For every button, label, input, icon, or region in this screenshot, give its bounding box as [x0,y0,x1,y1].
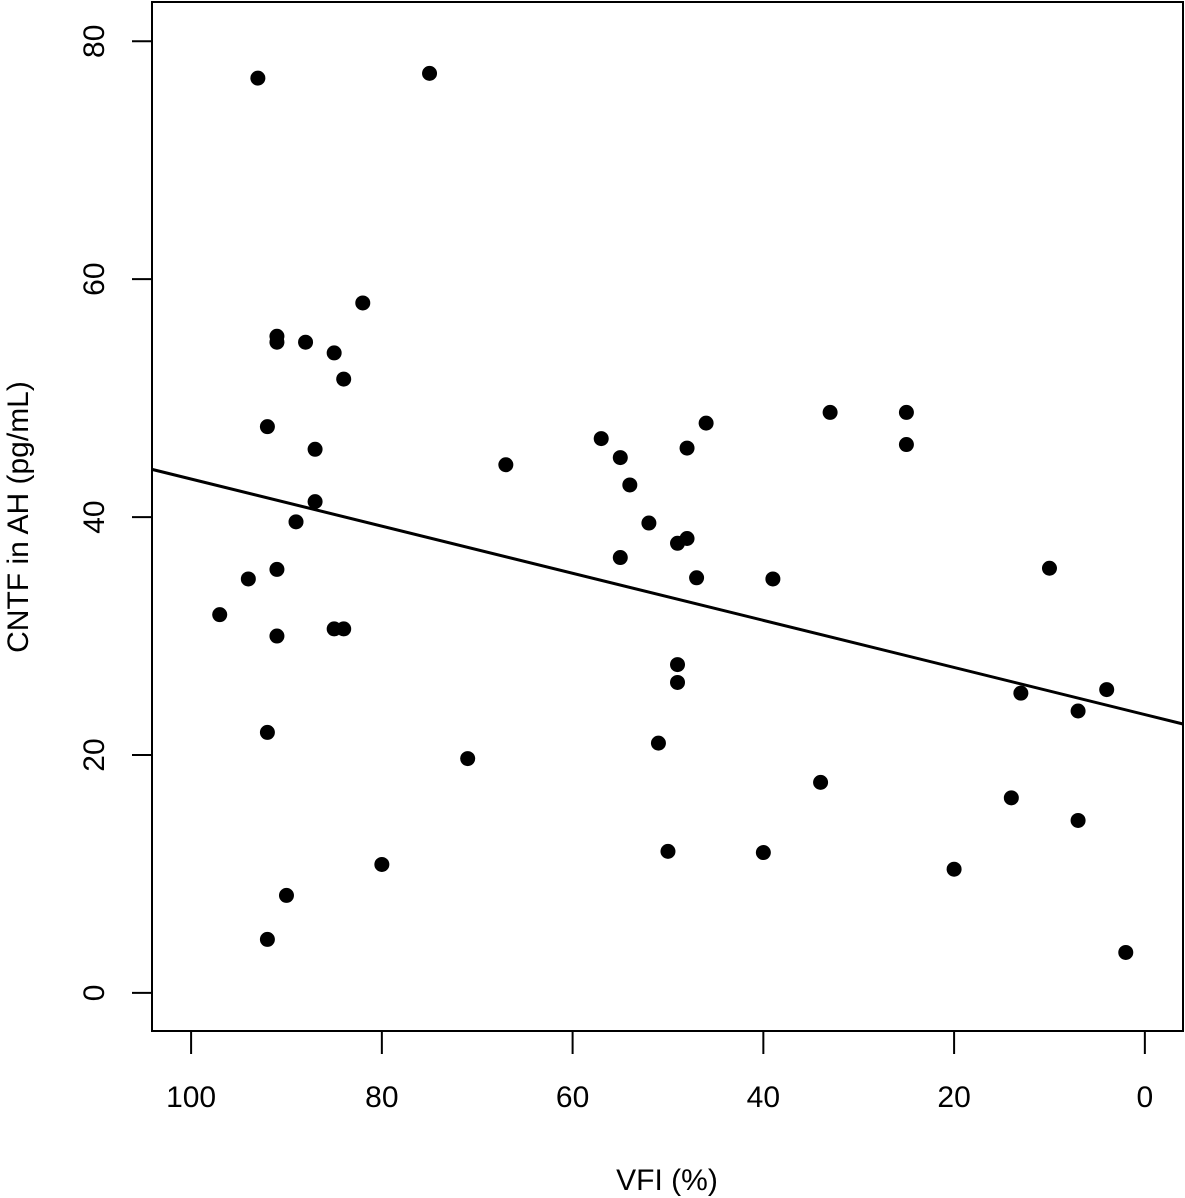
data-point [460,751,476,767]
y-tick-label: 20 [78,738,111,771]
data-point [898,404,914,420]
data-point [259,724,275,740]
data-point [269,561,285,577]
data-point [822,404,838,420]
data-point [898,437,914,453]
data-point [622,477,638,493]
data-point [422,65,438,81]
y-tick-label: 80 [78,25,111,58]
axis-ticks: 100 80 60 40 20 0 0 20 40 60 80 [78,25,1153,1114]
y-axis-title: CNTF in AH (pg/mL) [2,381,35,653]
data-point [269,334,285,350]
data-point [212,607,228,623]
data-point [698,415,714,431]
data-point [278,887,294,903]
x-tick-label: 60 [556,1081,589,1114]
data-point [813,774,829,790]
data-point [755,845,771,861]
data-point [307,441,323,457]
data-point [679,440,695,456]
data-point [765,571,781,587]
data-point [1013,685,1029,701]
data-point [660,843,676,859]
data-point [250,70,266,86]
data-point [326,345,342,361]
data-point [307,494,323,510]
data-point [1041,560,1057,576]
data-point [259,931,275,947]
data-point [288,514,304,530]
data-point [612,450,628,466]
data-point [498,457,514,473]
plot-frame [151,1,1184,1032]
x-axis-title: VFI (%) [616,1164,718,1197]
data-point [298,334,314,350]
data-points [212,65,1134,960]
data-point [1118,944,1134,960]
x-tick-label: 20 [937,1081,970,1114]
data-point [670,674,686,690]
data-point [355,295,371,311]
regression-line [151,467,1184,726]
data-point [679,531,695,547]
data-point [269,628,285,644]
data-point [336,371,352,387]
y-tick-label: 0 [78,985,111,1002]
data-point [689,570,705,586]
data-point [612,550,628,566]
x-tick-label: 40 [747,1081,780,1114]
data-point [1003,790,1019,806]
x-tick-label: 80 [365,1081,398,1114]
data-point [650,735,666,751]
data-point [670,657,686,673]
data-point [593,431,609,447]
y-tick-label: 60 [78,262,111,295]
x-tick-label: 0 [1137,1081,1154,1114]
data-point [641,515,657,531]
data-point [240,571,256,587]
y-tick-label: 40 [78,500,111,533]
data-point [1099,682,1115,698]
x-tick-label: 100 [166,1081,216,1114]
data-point [336,621,352,637]
data-point [1070,703,1086,719]
data-point [1070,812,1086,828]
data-point [374,856,390,872]
data-point [259,419,275,435]
data-point [946,861,962,877]
